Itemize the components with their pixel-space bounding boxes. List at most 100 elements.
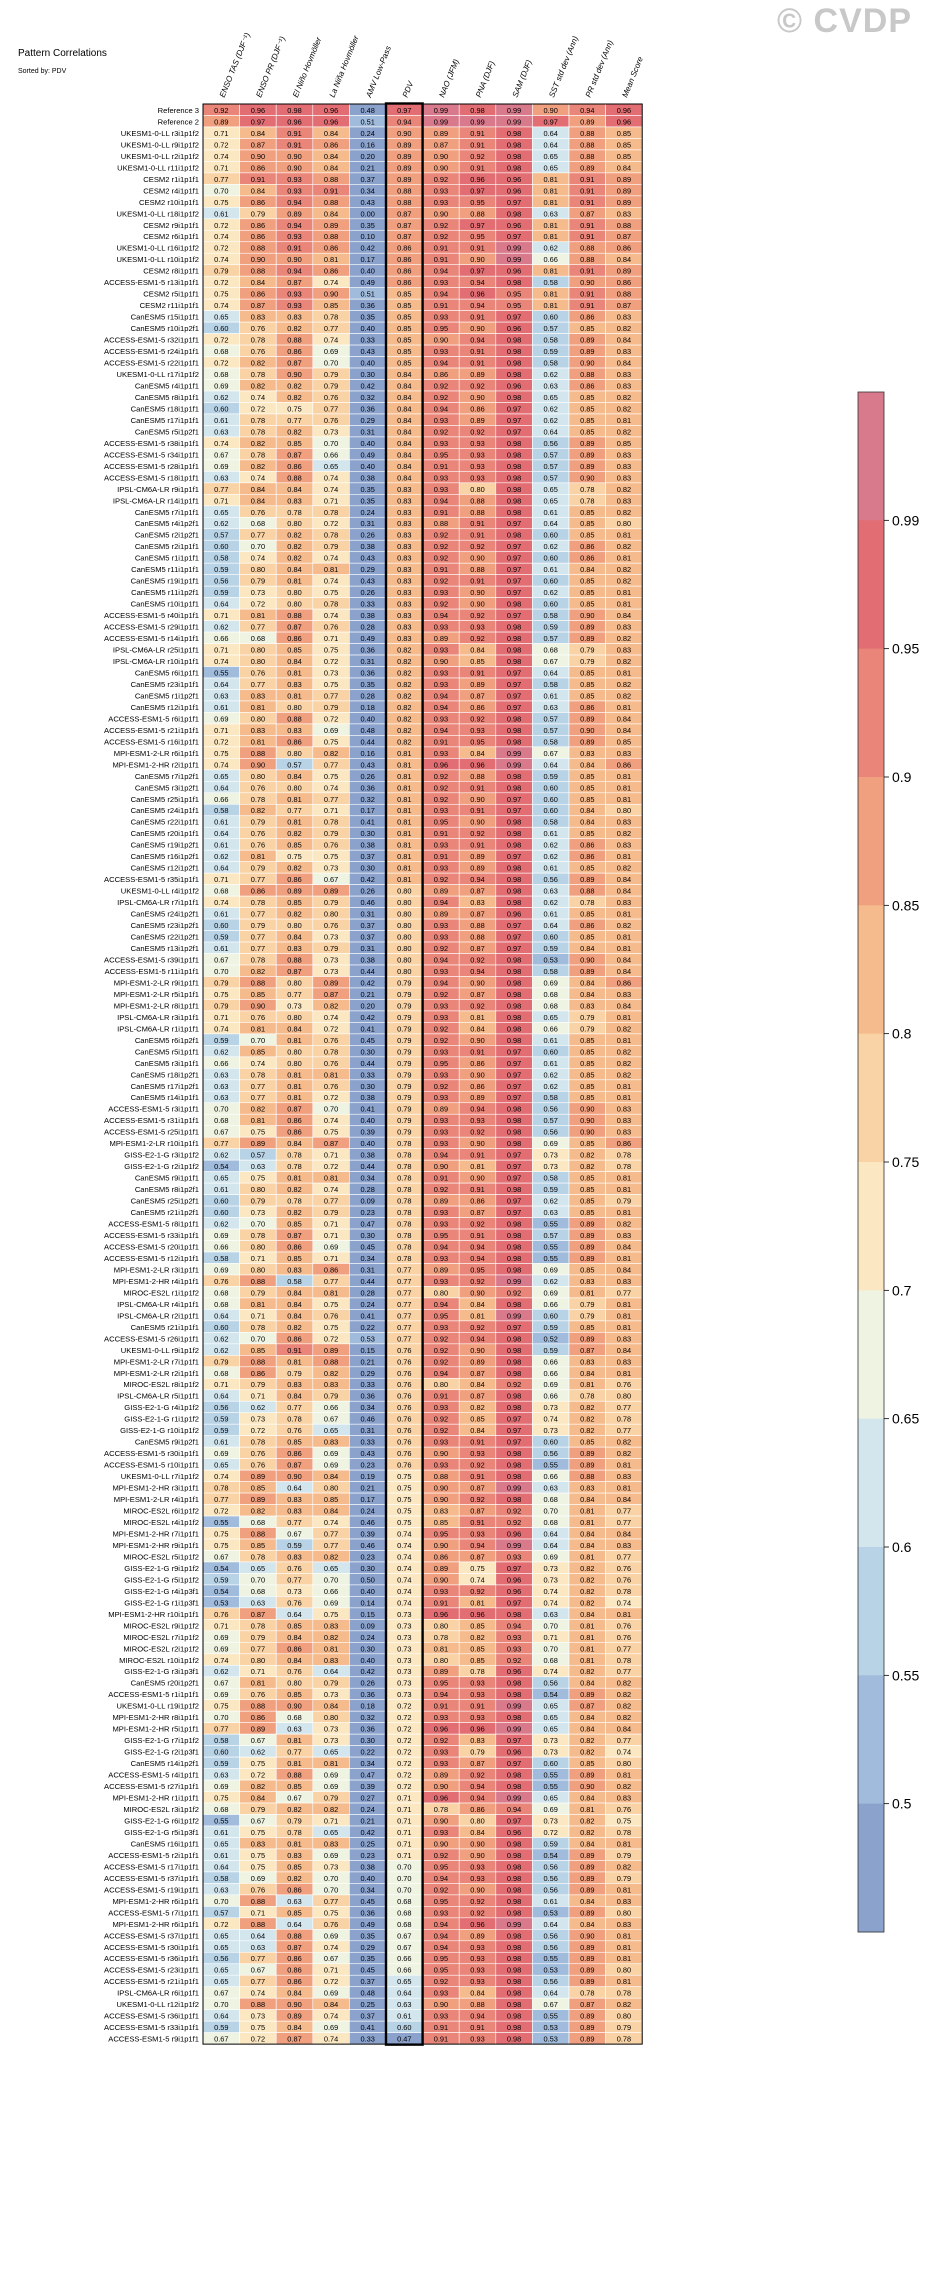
cell-value: 0.81 — [251, 703, 265, 712]
cell-value: 0.77 — [251, 1082, 265, 1091]
cell-value: 0.66 — [324, 1587, 338, 1596]
cell-value: 0.85 — [580, 1047, 594, 1056]
row-label: ACCESS-ESM1-5 r20i1p1f1 — [104, 1242, 199, 1251]
cell-value: 0.84 — [251, 129, 265, 138]
cell-value: 0.96 — [324, 106, 338, 115]
cell-value: 0.78 — [617, 1828, 631, 1837]
cell-value: 0.97 — [507, 565, 521, 574]
cell-value: 0.92 — [507, 1518, 521, 1527]
cell-value: 0.82 — [287, 427, 301, 436]
cell-value: 0.49 — [361, 1920, 375, 1929]
cell-value: 0.62 — [214, 1220, 228, 1229]
cell-value: 0.96 — [470, 290, 484, 299]
cell-value: 0.85 — [580, 393, 594, 402]
cell-value: 0.40 — [361, 359, 375, 368]
cell-value: 0.94 — [507, 1621, 521, 1630]
cell-value: 0.81 — [617, 554, 631, 563]
cell-value: 0.81 — [470, 1311, 484, 1320]
cell-value: 0.68 — [214, 1369, 228, 1378]
cell-value: 0.60 — [544, 795, 558, 804]
cell-value: 0.89 — [580, 737, 594, 746]
row-label: MPI-ESM1-2-HR r9i1p1f1 — [112, 1541, 199, 1550]
cell-value: 0.93 — [507, 1552, 521, 1561]
cell-value: 0.88 — [470, 209, 484, 218]
cell-value: 0.82 — [287, 324, 301, 333]
cell-value: 0.91 — [470, 1185, 484, 1194]
cell-value: 0.77 — [214, 1139, 228, 1148]
colorbar-segment — [858, 392, 884, 521]
cell-value: 0.89 — [580, 1966, 594, 1975]
cell-value: 0.98 — [507, 1897, 521, 1906]
cell-value: 0.10 — [361, 232, 375, 241]
cell-value: 0.81 — [251, 1024, 265, 1033]
cell-value: 0.79 — [580, 1311, 594, 1320]
row-label: IPSL-CM6A-LR r2i1p1f1 — [117, 1311, 199, 1320]
cell-value: 0.69 — [214, 1633, 228, 1642]
cell-value: 0.95 — [434, 1311, 448, 1320]
cell-value: 0.98 — [507, 485, 521, 494]
cell-value: 0.37 — [361, 852, 375, 861]
cell-value: 0.26 — [361, 1679, 375, 1688]
cell-value: 0.98 — [507, 370, 521, 379]
cell-value: 0.44 — [361, 1162, 375, 1171]
cell-value: 0.88 — [287, 473, 301, 482]
cell-value: 0.55 — [544, 2012, 558, 2021]
cell-value: 0.79 — [287, 1369, 301, 1378]
row-label: CanESM5 r12i1p1f1 — [131, 703, 199, 712]
cell-value: 0.85 — [287, 1220, 301, 1229]
cell-value: 0.81 — [617, 600, 631, 609]
cell-value: 0.81 — [287, 1357, 301, 1366]
cell-value: 0.98 — [507, 1989, 521, 1998]
cell-value: 0.79 — [214, 267, 228, 276]
cell-value: 0.78 — [397, 1231, 411, 1240]
cell-value: 0.78 — [214, 1484, 228, 1493]
cell-value: 0.98 — [507, 1461, 521, 1470]
row-label: GISS-E2-1-G r1i1p1f2 — [124, 1415, 199, 1424]
cell-value: 0.83 — [434, 1507, 448, 1516]
cell-value: 0.71 — [214, 163, 228, 172]
cell-value: 0.23 — [361, 1851, 375, 1860]
cell-value: 0.71 — [214, 1380, 228, 1389]
cell-value: 0.79 — [214, 1001, 228, 1010]
cell-value: 0.63 — [251, 1162, 265, 1171]
cell-value: 0.89 — [397, 163, 411, 172]
cell-value: 0.33 — [361, 1070, 375, 1079]
cell-value: 0.62 — [251, 1748, 265, 1757]
cell-value: 0.78 — [324, 600, 338, 609]
cell-value: 0.56 — [544, 439, 558, 448]
cell-value: 0.75 — [397, 1472, 411, 1481]
cell-value: 0.82 — [617, 1220, 631, 1229]
cell-value: 0.89 — [470, 416, 484, 425]
cell-value: 0.62 — [214, 1334, 228, 1343]
cell-value: 0.27 — [361, 1794, 375, 1803]
cell-value: 0.73 — [324, 668, 338, 677]
cell-value: 0.84 — [580, 990, 594, 999]
cell-value: 0.62 — [214, 1346, 228, 1355]
cell-value: 0.81 — [251, 1300, 265, 1309]
cell-value: 0.89 — [580, 714, 594, 723]
cell-value: 0.89 — [434, 1771, 448, 1780]
row-label: ACCESS-ESM1-5 r12i1p1f1 — [104, 1254, 199, 1263]
cell-value: 0.53 — [544, 955, 558, 964]
cell-value: 0.85 — [580, 1185, 594, 1194]
cell-value: 0.82 — [580, 1426, 594, 1435]
cell-value: 0.94 — [434, 691, 448, 700]
cell-value: 0.82 — [287, 531, 301, 540]
cell-value: 0.71 — [324, 1151, 338, 1160]
cell-value: 0.90 — [580, 1128, 594, 1137]
cell-value: 0.99 — [507, 1277, 521, 1286]
cell-value: 0.76 — [324, 1311, 338, 1320]
row-label: CESM2 r9i1p1f1 — [143, 221, 199, 230]
cell-value: 0.75 — [214, 198, 228, 207]
cell-value: 0.83 — [617, 313, 631, 322]
cell-value: 0.71 — [324, 1220, 338, 1229]
cell-value: 0.86 — [580, 542, 594, 551]
cell-value: 0.82 — [251, 967, 265, 976]
cell-value: 0.93 — [470, 1977, 484, 1986]
cell-value: 0.69 — [214, 1690, 228, 1699]
cell-value: 0.86 — [580, 703, 594, 712]
cell-value: 0.77 — [397, 1311, 411, 1320]
cell-value: 0.90 — [470, 588, 484, 597]
cell-value: 0.88 — [580, 129, 594, 138]
cell-value: 0.94 — [507, 1805, 521, 1814]
